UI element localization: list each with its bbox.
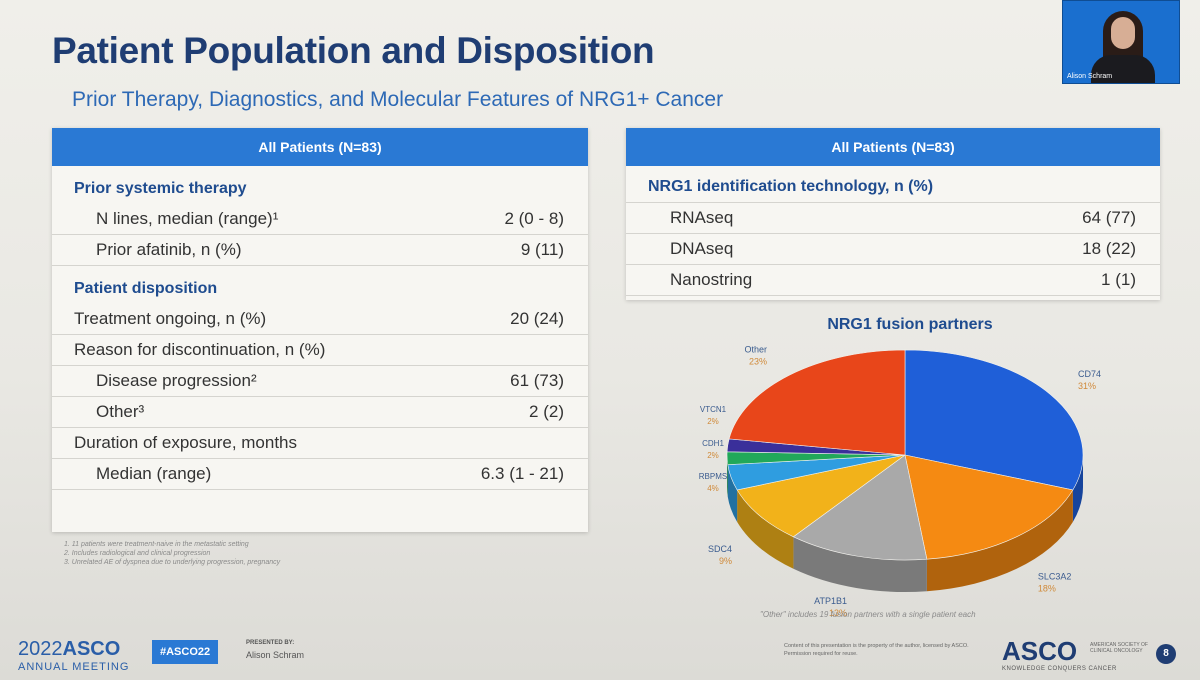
pie-slice-side-rbpms <box>727 464 738 522</box>
pie-label: Other <box>745 344 768 354</box>
pie-label: SLC3A2 <box>1038 571 1072 581</box>
table-section: Prior systemic therapy <box>52 174 588 204</box>
footnote: 1. 11 patients were treatment-naive in t… <box>64 541 249 548</box>
pie-slice-side-slc3a2 <box>926 489 1073 592</box>
row-label: Other³ <box>96 402 145 421</box>
pie-percent-label: 9% <box>719 556 732 566</box>
pie-label: SDC4 <box>708 544 732 554</box>
right-table-section: NRG1 identification technology, n (%) <box>626 172 1160 203</box>
slide-subtitle: Prior Therapy, Diagnostics, and Molecula… <box>72 88 724 111</box>
table-section: Patient disposition <box>52 274 588 304</box>
table-row: Treatment ongoing, n (%) 20 (24) <box>52 304 588 335</box>
table-row: Duration of exposure, months <box>52 428 588 459</box>
table-row: Median (range) 6.3 (1 - 21) <box>52 459 588 490</box>
row-label: Duration of exposure, months <box>74 433 298 452</box>
row-value: 2 (0 - 8) <box>504 209 564 228</box>
footer-brand: 2022ASCO <box>18 638 120 661</box>
table-row: Reason for discontinuation, n (%) <box>52 335 588 366</box>
footer-meeting: ANNUAL MEETING <box>18 661 130 673</box>
asco-tagline: KNOWLEDGE CONQUERS CANCER <box>1002 666 1117 672</box>
pie-percent-label: 4% <box>707 484 719 493</box>
pie-percent-label: 2% <box>707 451 719 460</box>
table-row: RNAseq 64 (77) <box>626 203 1160 234</box>
footer-year: 2022 <box>18 638 63 660</box>
row-value: 20 (24) <box>510 309 564 328</box>
pie-slice-side-cdh1 <box>727 455 728 497</box>
table-row: Prior afatinib, n (%) 9 (11) <box>52 235 588 266</box>
row-label: Reason for discontinuation, n (%) <box>74 340 326 359</box>
pie-percent-label: 2% <box>707 417 719 426</box>
pie-slice-side-sdc4 <box>737 489 794 569</box>
pie-note: "Other" includes 19 fusion partners with… <box>760 610 976 619</box>
pie-slice-cd74 <box>904 349 1084 491</box>
pie-slice-other <box>728 349 906 456</box>
pie-slice-side-cd74 <box>1072 455 1083 522</box>
presenter-webcam: Alison Schram <box>1062 0 1180 84</box>
right-table-header: All Patients (N=83) <box>626 128 1160 166</box>
copyright-notice: Content of this presentation is the prop… <box>784 643 969 657</box>
pie-label: CD74 <box>1078 369 1101 379</box>
pie-slice-side-atp1b1 <box>793 536 927 593</box>
pie-slice-slc3a2 <box>904 454 1074 560</box>
row-value: 6.3 (1 - 21) <box>480 464 564 483</box>
slide-title: Patient Population and Disposition <box>52 30 655 71</box>
footnotes: 1. 11 patients were treatment-naive in t… <box>64 540 280 567</box>
pie-label: VTCN1 <box>700 405 727 414</box>
table-row: Nanostring 1 (1) <box>626 265 1160 296</box>
table-row: DNAseq 18 (22) <box>626 234 1160 265</box>
pie-label: ATP1B1 <box>814 596 847 606</box>
asco-logo-subtitle: AMERICAN SOCIETY OF CLINICAL ONCOLOGY <box>1090 642 1148 654</box>
row-label: Nanostring <box>670 270 753 289</box>
row-label: Patient disposition <box>74 280 218 297</box>
pie-slice-rbpms <box>727 454 906 491</box>
page-number: 8 <box>1156 644 1176 664</box>
pie-percent-label: 31% <box>1078 381 1096 391</box>
row-value: 9 (11) <box>520 240 564 259</box>
table-row: Other³ 2 (2) <box>52 397 588 428</box>
pie-label: CDH1 <box>702 439 724 448</box>
row-value: 18 (22) <box>1082 239 1136 258</box>
presenter-name: Alison Schram <box>246 650 305 660</box>
pie-slice-sdc4 <box>736 454 906 538</box>
pie-slice-cdh1 <box>726 451 906 466</box>
row-label: Median (range) <box>96 464 212 483</box>
pie-percent-label: 23% <box>749 356 767 366</box>
right-table: All Patients (N=83) NRG1 identification … <box>626 128 1160 300</box>
webcam-caption: Alison Schram <box>1067 73 1113 80</box>
footnote: 2. Includes radiological and clinical pr… <box>64 550 211 557</box>
section-label: NRG1 identification technology, n (%) <box>648 178 934 195</box>
left-table-header: All Patients (N=83) <box>52 128 588 166</box>
row-value: 61 (73) <box>510 371 564 390</box>
row-label: Treatment ongoing, n (%) <box>74 309 267 328</box>
footnote: 3. Unrelated AE of dyspnea due to underl… <box>64 559 281 566</box>
pie-title: NRG1 fusion partners <box>827 316 993 333</box>
row-label: RNAseq <box>670 208 734 227</box>
row-label: DNAseq <box>670 239 734 258</box>
asco-logo: ASCO <box>1002 636 1078 666</box>
hashtag-badge: #ASCO22 <box>152 640 219 664</box>
row-value: 1 (1) <box>1101 270 1136 289</box>
table-row: Disease progression² 61 (73) <box>52 366 588 397</box>
footer-brand-text: ASCO <box>62 638 121 660</box>
row-label: N lines, median (range)¹ <box>96 209 279 228</box>
pie-slice-vtcn1 <box>726 438 906 456</box>
row-value: 64 (77) <box>1082 208 1136 227</box>
pie-label: RBPMS <box>699 472 727 481</box>
left-table: All Patients (N=83) Prior systemic thera… <box>52 128 588 532</box>
footer: 2022ASCO ANNUAL MEETING #ASCO22 PRESENTE… <box>0 628 1200 680</box>
pie-slice-atp1b1 <box>792 454 928 561</box>
row-value: 2 (2) <box>529 402 564 421</box>
row-label: Disease progression² <box>96 371 257 390</box>
presented-by-label: PRESENTED BY: <box>246 640 295 646</box>
row-label: Prior systemic therapy <box>74 180 247 197</box>
row-label: Prior afatinib, n (%) <box>96 240 242 259</box>
pie-percent-label: 18% <box>1038 583 1056 593</box>
table-row: N lines, median (range)¹ 2 (0 - 8) <box>52 204 588 235</box>
